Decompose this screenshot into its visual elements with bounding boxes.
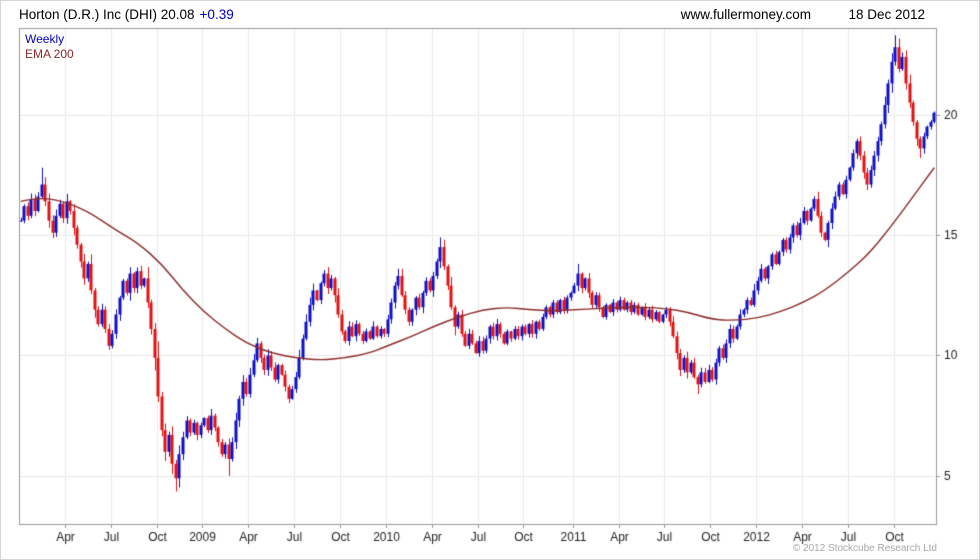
page-title: Horton (D.R.) Inc (DHI) 20.08 +0.39 [19, 7, 234, 22]
chart-legend: Weekly EMA 200 [25, 32, 74, 62]
header: Horton (D.R.) Inc (DHI) 20.08 +0.39 www.f… [1, 1, 979, 27]
copyright-label: © 2012 Stockcube Research Ltd [792, 543, 937, 554]
legend-weekly: Weekly [25, 32, 65, 46]
site-label: www.fullermoney.com [680, 7, 811, 22]
date-label: 18 Dec 2012 [848, 7, 925, 22]
price-change: +0.39 [199, 7, 234, 22]
legend-ema-200: EMA 200 [25, 47, 74, 61]
instrument-name-price: Horton (D.R.) Inc (DHI) 20.08 [19, 7, 195, 22]
